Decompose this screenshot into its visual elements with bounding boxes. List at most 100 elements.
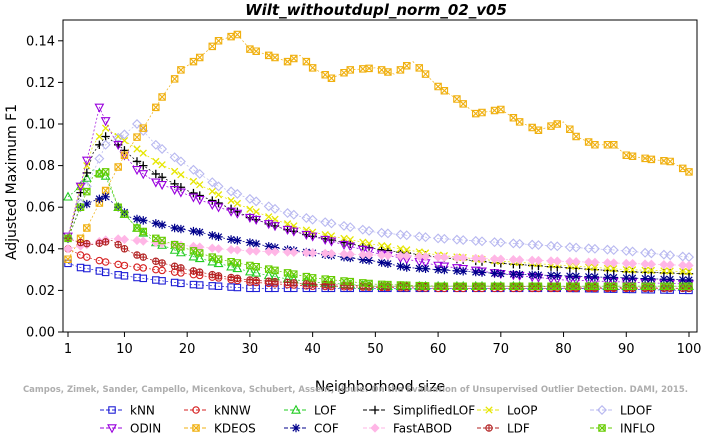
data-point [628,282,637,290]
data-point [420,232,431,243]
data-point [158,259,166,267]
data-point [471,109,480,118]
data-point [377,258,386,267]
data-point [433,261,444,271]
data-point [251,246,261,256]
legend-marker [370,405,380,415]
data-point [477,236,487,247]
x-tick-label: 80 [555,342,572,357]
legend-label: ODIN [130,422,161,435]
data-point [621,258,631,268]
data-point [290,279,298,287]
data-point [565,271,575,281]
data-point [138,227,149,237]
data-point [365,64,373,73]
legend-label: LDOF [620,404,652,418]
data-point [100,139,111,150]
data-point [132,157,142,166]
data-point [622,265,630,274]
data-point [603,141,612,149]
data-point [264,51,273,60]
data-point [246,45,254,53]
data-point [415,264,424,273]
data-point [685,282,693,290]
data-point [433,233,444,244]
data-point [508,238,519,249]
data-point [527,239,538,250]
data-point [647,274,656,283]
data-point [497,282,505,290]
data-point [495,237,506,248]
data-point [396,245,405,253]
data-point [534,282,543,290]
data-point [421,282,430,290]
data-point [214,255,223,263]
data-point [227,273,235,282]
x-tick-label: 70 [493,342,510,357]
data-point [233,236,242,245]
data-point [233,30,242,39]
data-point [133,251,141,259]
x-tick-label: 50 [367,342,384,357]
data-point [421,264,430,273]
data-point [81,172,92,182]
legend-item-knn: kNN [100,404,155,418]
data-point [120,151,129,159]
data-point [76,238,85,247]
data-point [158,161,166,169]
data-point [584,138,593,146]
data-point [189,188,198,198]
data-point [640,259,650,269]
legend-label: LoOP [507,404,538,418]
data-point [158,93,166,101]
data-point [459,100,467,108]
data-point [589,243,600,254]
data-point [534,270,543,280]
data-point [195,242,205,252]
data-point [158,236,166,245]
data-point [120,210,129,218]
data-point [640,247,651,258]
data-point [678,275,687,284]
data-point [152,157,160,166]
x-tick-label: 40 [304,342,321,357]
data-point [439,233,450,244]
data-point [83,224,91,232]
legend-marker [108,406,116,414]
data-point [152,103,160,112]
data-point [150,139,161,150]
data-point [584,272,593,281]
data-point [83,253,91,261]
x-tick-label: 60 [430,342,447,357]
legend-label: kNNW [214,404,251,418]
data-point [208,42,217,51]
data-point [194,253,205,263]
data-point [101,258,110,266]
data-point [177,171,185,179]
data-point [158,266,166,275]
data-point [339,249,349,259]
data-point [458,267,468,276]
legend-label: COF [314,422,339,435]
data-point [63,191,73,201]
data-point [666,282,674,290]
data-point [158,277,166,285]
data-point [453,95,461,103]
legend-marker [192,406,200,414]
data-point [377,66,386,74]
data-point [590,257,600,267]
data-point [233,274,242,283]
data-point [660,267,668,275]
data-point [609,258,619,268]
data-point [170,223,179,233]
data-point [471,267,480,277]
data-point [384,280,392,289]
data-point [214,232,223,242]
legend-marker [291,404,301,414]
data-point [120,272,129,280]
data-point [684,275,694,285]
x-tick-label: 100 [677,342,702,357]
data-point [307,232,318,242]
data-point [647,266,656,275]
data-point [641,154,649,163]
